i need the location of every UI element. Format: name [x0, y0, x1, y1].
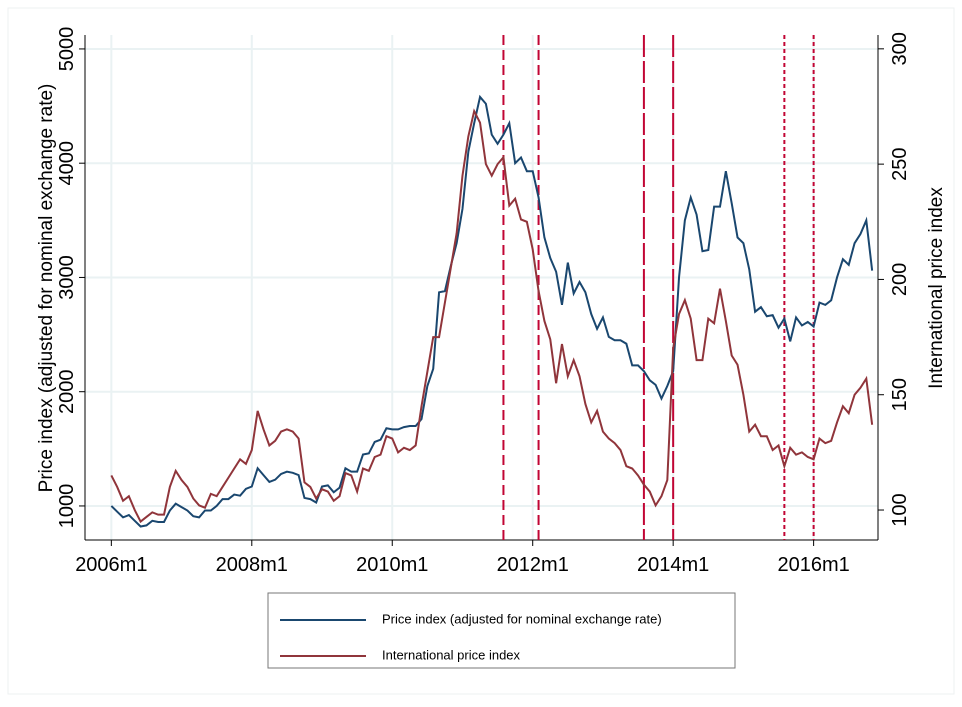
y2-tick-label: 300: [889, 32, 911, 65]
y2-tick-label: 250: [889, 147, 911, 180]
y2-tick-label: 150: [889, 378, 911, 411]
legend-label: Price index (adjusted for nominal exchan…: [382, 611, 662, 626]
x-tick-label: 2016m1: [777, 554, 849, 576]
y2-tick-label: 200: [889, 263, 911, 296]
y-tick-label: 5000: [56, 27, 78, 72]
x-tick-label: 2008m1: [216, 554, 288, 576]
y2-axis-title: International price index: [926, 187, 947, 389]
x-tick-label: 2014m1: [637, 554, 709, 576]
y-tick-label: 4000: [56, 141, 78, 186]
x-tick-label: 2012m1: [497, 554, 569, 576]
series-line: [110, 94, 874, 528]
frame: [7, 7, 955, 695]
x-tick-label: 2006m1: [75, 554, 147, 576]
y2-tick-label: 100: [889, 493, 911, 526]
y-tick-label: 2000: [56, 369, 78, 414]
y-tick-label: 3000: [56, 255, 78, 300]
series-line: [110, 108, 874, 524]
x-tick-label: 2010m1: [356, 554, 428, 576]
legend-label: International price index: [382, 647, 521, 662]
y-tick-label: 1000: [56, 484, 78, 529]
y-axis-title: Price index (adjusted for nominal exchan…: [36, 84, 57, 493]
